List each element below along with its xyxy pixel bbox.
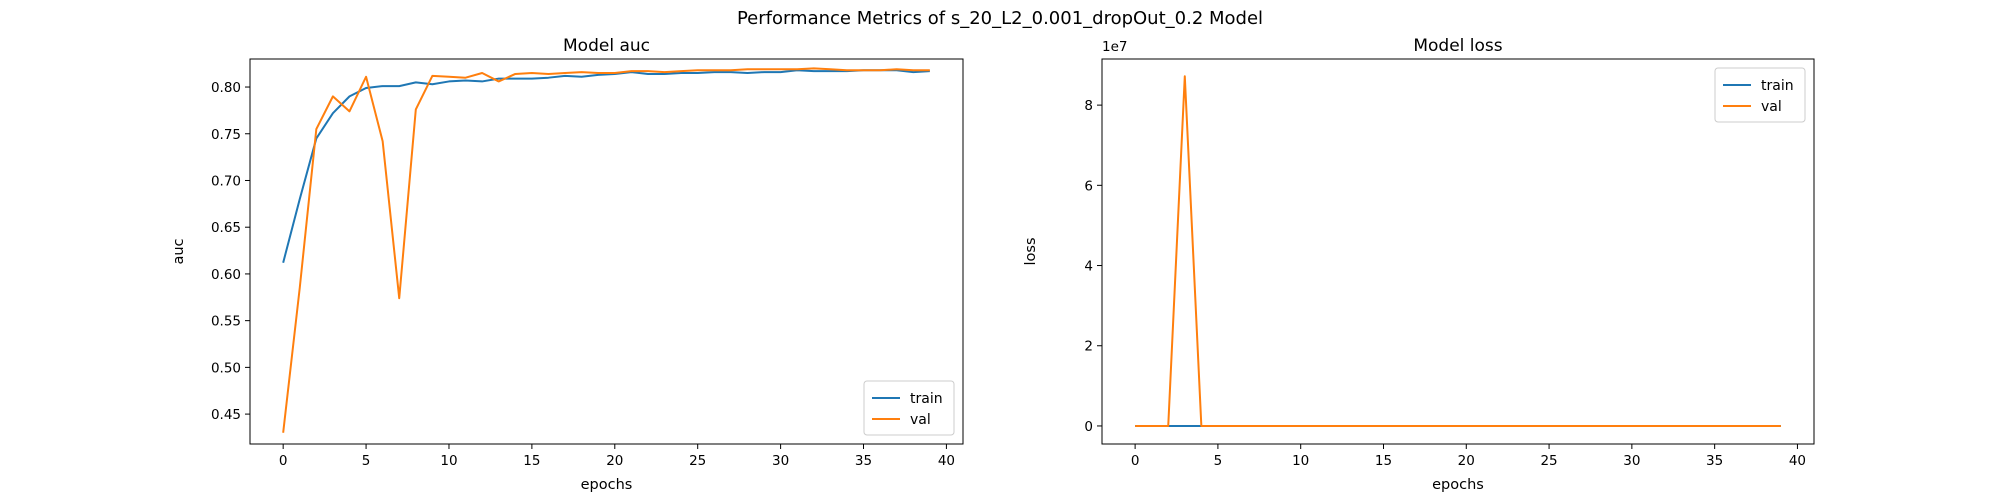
loss-x-tick-label: 5 [1214, 453, 1223, 469]
loss-x-tick-label: 30 [1623, 453, 1640, 469]
loss-y-tick-label: 0 [1084, 419, 1093, 435]
loss-legend-label-val: val [1761, 99, 1782, 115]
loss-legend-label-train: train [1761, 78, 1794, 94]
loss-x-tick-label: 25 [1540, 453, 1557, 469]
loss-y-tick-label: 2 [1084, 339, 1093, 355]
loss-legend: train val [1714, 67, 1806, 123]
auc-x-axis-label: epochs [581, 477, 633, 493]
auc-y-tick-label: 0.75 [211, 127, 241, 143]
loss-y-tick-label: 4 [1084, 259, 1093, 275]
auc-series-val [282, 67, 930, 433]
loss-x-tick-label: 40 [1789, 453, 1806, 469]
auc-y-tick-label: 0.70 [211, 173, 241, 189]
auc-x-tick-label: 5 [362, 453, 371, 469]
auc-legend: train val [863, 380, 955, 436]
auc-y-tick-label: 0.60 [211, 267, 241, 283]
auc-x-tick-label: 15 [523, 453, 540, 469]
auc-y-tick-label: 0.80 [211, 80, 241, 96]
auc-y-tick-label: 0.50 [211, 360, 241, 376]
loss-plot-frame [1101, 58, 1815, 445]
auc-x-tick-label: 35 [855, 453, 872, 469]
loss-x-axis-label: epochs [1432, 477, 1484, 493]
auc-y-tick-label: 0.55 [211, 314, 241, 330]
auc-x-tick-label: 0 [279, 453, 288, 469]
auc-y-tick-label: 0.65 [211, 220, 241, 236]
loss-y-axis-label: loss [1023, 237, 1039, 265]
auc-x-tick-label: 20 [606, 453, 623, 469]
loss-x-tick-label: 10 [1292, 453, 1309, 469]
loss-x-tick-label: 0 [1131, 453, 1140, 469]
loss-chart: Model loss 0 5 10 15 20 25 30 35 40 0 2 4 6 8 1e7 epochs… [1023, 36, 1815, 493]
auc-series-train [282, 69, 930, 263]
loss-y-tick-label: 8 [1084, 98, 1093, 114]
loss-offset-label: 1e7 [1102, 39, 1127, 55]
auc-x-tick-label: 30 [772, 453, 789, 469]
loss-series-val [1135, 75, 1781, 427]
auc-legend-label-val: val [910, 412, 931, 428]
auc-chart-title: Model auc [563, 36, 650, 56]
loss-chart-title: Model loss [1413, 36, 1502, 56]
loss-x-tick-label: 15 [1375, 453, 1392, 469]
auc-y-axis-label: auc [171, 238, 187, 264]
figure-title: Performance Metrics of s_20_L2_0.001_dro… [737, 8, 1263, 29]
auc-x-tick-label: 10 [440, 453, 457, 469]
auc-x-tick-label: 25 [689, 453, 706, 469]
auc-chart: Model auc 0 5 10 15 20 25 30 35 40 0.45 0.50 0.55 0.6… [171, 36, 964, 493]
auc-legend-label-train: train [910, 391, 943, 407]
loss-y-tick-label: 6 [1084, 178, 1093, 194]
loss-x-tick-label: 35 [1706, 453, 1723, 469]
auc-y-tick-label: 0.45 [211, 407, 241, 423]
loss-x-tick-label: 20 [1458, 453, 1475, 469]
auc-x-tick-label: 40 [938, 453, 955, 469]
auc-plot-frame [249, 58, 964, 445]
